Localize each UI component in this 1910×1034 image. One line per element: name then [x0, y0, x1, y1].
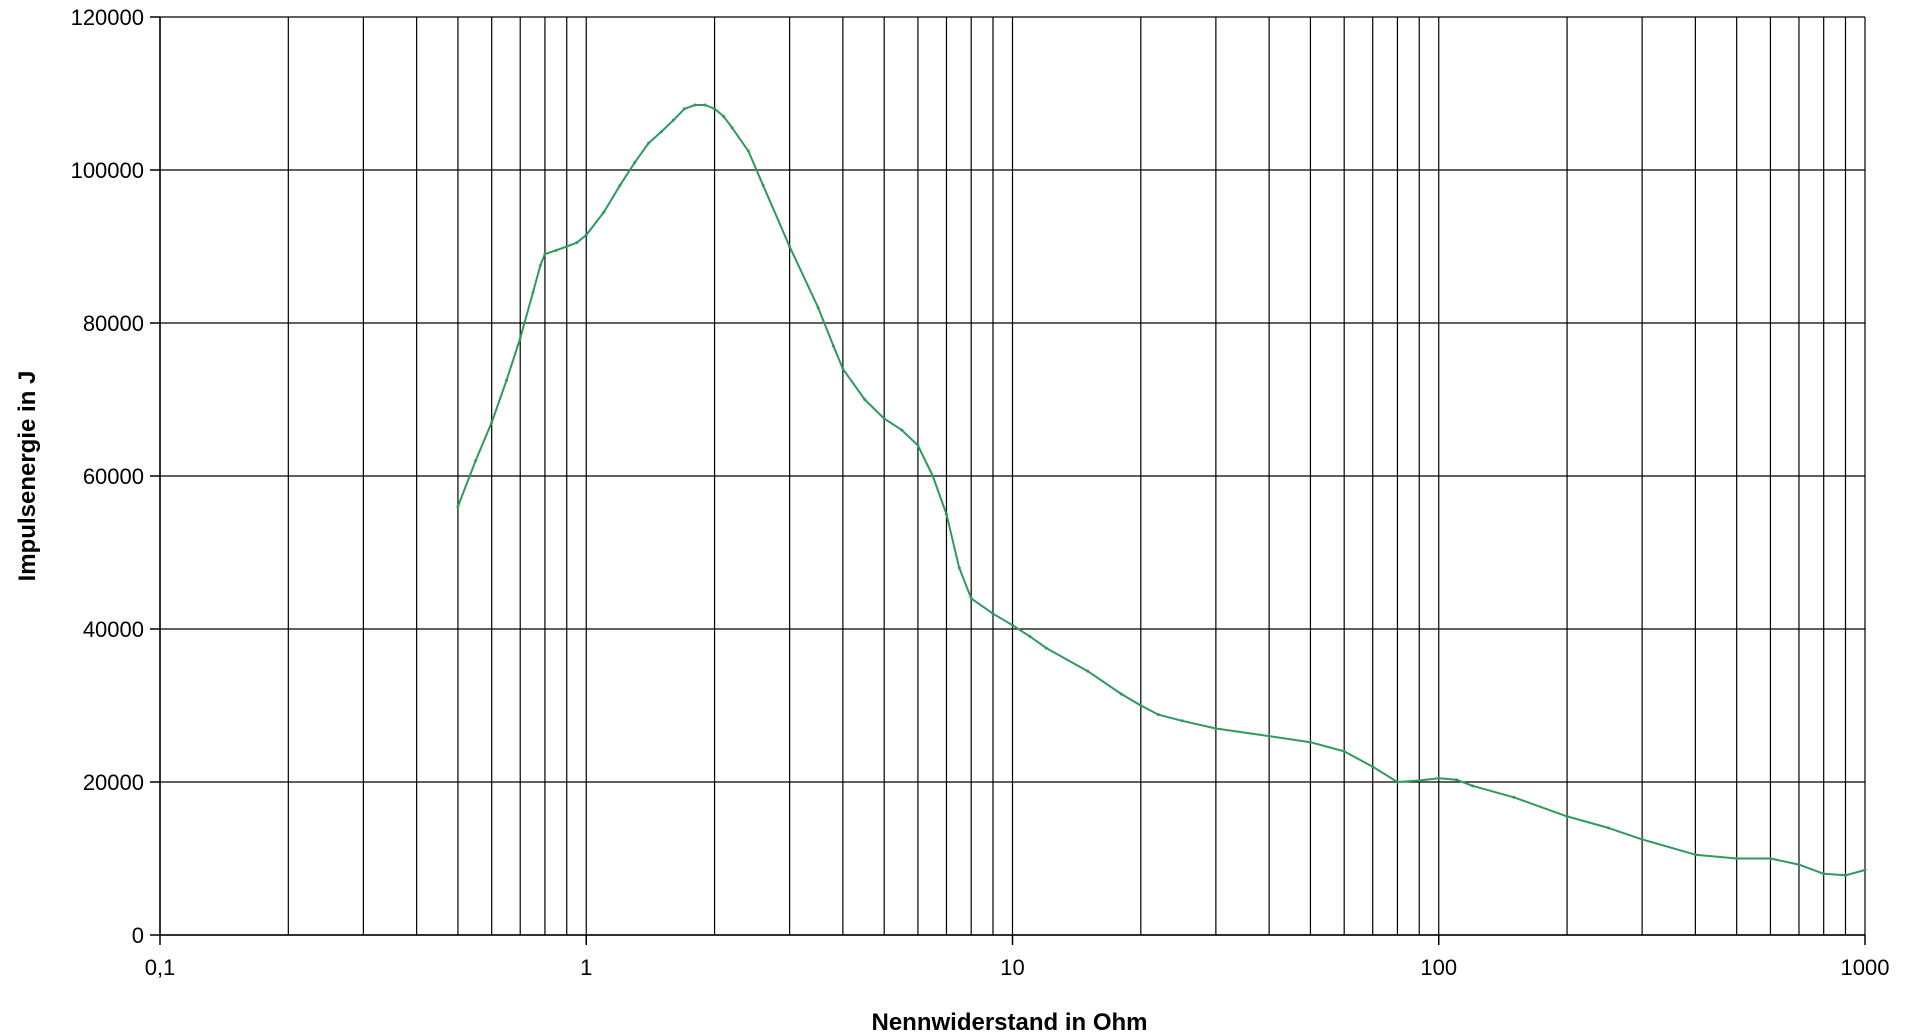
- data-point: [659, 130, 663, 134]
- data-point: [1011, 623, 1014, 627]
- data-point: [1214, 726, 1218, 730]
- data-point: [1417, 778, 1421, 782]
- data-point: [991, 612, 995, 616]
- data-point: [554, 248, 558, 252]
- data-point: [1086, 669, 1090, 673]
- data-point: [505, 378, 509, 382]
- data-point: [518, 336, 522, 340]
- data-point: [1180, 719, 1184, 723]
- data-point: [1139, 704, 1143, 707]
- data-point: [863, 398, 867, 401]
- data-point: [1768, 857, 1772, 860]
- data-point: [565, 245, 569, 248]
- data-point: [1028, 635, 1032, 639]
- y-tick-label: 80000: [83, 311, 144, 336]
- x-tick-label: 1: [580, 955, 592, 980]
- data-point: [1822, 872, 1826, 876]
- axes: [150, 16, 1866, 945]
- x-axis-title: Nennwiderstand in Ohm: [871, 1009, 1147, 1034]
- series-line: [456, 104, 1866, 877]
- data-point: [841, 367, 845, 371]
- data-point: [474, 459, 478, 463]
- data-point: [1437, 776, 1441, 780]
- data-point: [730, 126, 734, 130]
- data-point: [682, 107, 686, 111]
- y-tick-label: 60000: [83, 464, 144, 489]
- x-tick-label: 0,1: [145, 955, 176, 980]
- data-point: [713, 107, 717, 111]
- data-point: [1512, 795, 1516, 799]
- data-point: [1342, 749, 1346, 753]
- data-point: [1606, 826, 1610, 830]
- y-tick-label: 120000: [71, 5, 144, 30]
- data-point: [1640, 837, 1644, 841]
- data-point: [1863, 868, 1867, 872]
- data-point: [788, 245, 792, 248]
- data-point: [761, 183, 765, 187]
- series: [456, 103, 1867, 877]
- y-tick-label: 100000: [71, 158, 144, 183]
- y-tick-label: 0: [132, 923, 144, 948]
- data-point: [633, 160, 637, 164]
- data-point: [1119, 692, 1123, 696]
- x-tick-label: 1000: [1841, 955, 1890, 980]
- data-point: [1308, 740, 1312, 744]
- data-point: [1267, 734, 1271, 738]
- data-point: [1693, 853, 1697, 857]
- data-point: [602, 210, 606, 214]
- data-point: [647, 141, 651, 145]
- data-point: [722, 114, 726, 118]
- grid: [159, 16, 1866, 936]
- data-point: [957, 566, 961, 570]
- data-point: [916, 443, 920, 447]
- data-point: [693, 103, 697, 107]
- data-point: [1371, 765, 1375, 769]
- data-point: [1454, 778, 1458, 782]
- data-point: [575, 241, 579, 245]
- x-tick-label: 10: [1000, 955, 1024, 980]
- data-point: [1471, 784, 1475, 788]
- data-point: [882, 417, 886, 421]
- data-point: [490, 420, 494, 424]
- data-point: [618, 183, 622, 187]
- data-point: [531, 290, 535, 294]
- data-point: [456, 505, 460, 509]
- data-point: [1735, 857, 1739, 860]
- data-point: [900, 428, 904, 432]
- y-tick-label: 20000: [83, 770, 144, 795]
- data-point: [931, 474, 935, 478]
- data-point: [1156, 713, 1160, 717]
- data-point: [816, 306, 820, 310]
- data-point: [703, 103, 707, 107]
- data-point: [831, 344, 835, 348]
- data-point: [1843, 873, 1847, 877]
- data-point: [1044, 646, 1048, 650]
- y-axis-title: Impulsenergie in J: [14, 371, 41, 582]
- tick-labels: 0 20000 40000 60000 80000 100000 120000 0,1 1 10 1…: [71, 5, 1890, 980]
- data-point: [1565, 814, 1569, 818]
- data-point: [584, 233, 588, 237]
- data-point: [944, 512, 948, 516]
- data-point: [1797, 863, 1801, 867]
- data-point: [538, 264, 542, 268]
- data-point: [671, 118, 675, 122]
- data-point: [543, 252, 547, 256]
- y-tick-label: 40000: [83, 617, 144, 642]
- data-point: [1395, 780, 1399, 784]
- data-point: [969, 596, 973, 600]
- data-point: [746, 149, 750, 153]
- x-tick-label: 100: [1420, 955, 1457, 980]
